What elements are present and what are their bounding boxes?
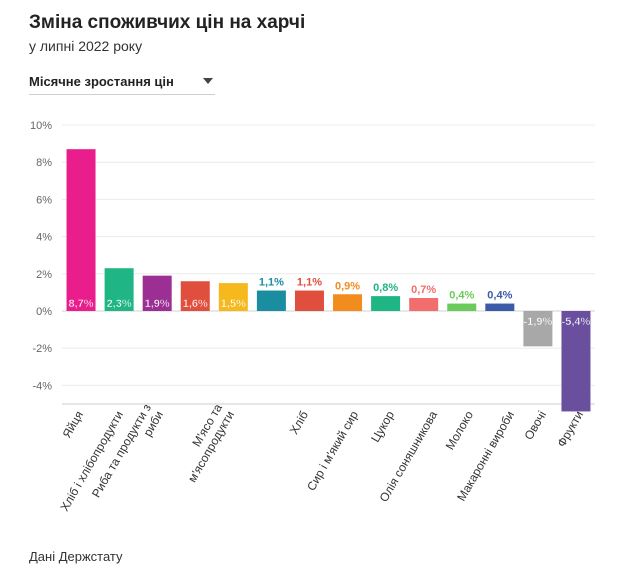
- x-tick-label: Овочі: [521, 409, 549, 443]
- bar: [485, 303, 515, 311]
- bar-value-label: 2,3%: [107, 298, 132, 310]
- bar: [180, 281, 210, 311]
- y-tick-label: 0%: [36, 306, 52, 318]
- bar: [371, 296, 401, 311]
- x-tick-label-line: Фрукти: [554, 409, 586, 450]
- bar-value-label: 1,9%: [145, 298, 170, 310]
- x-tick-label-line: Яйця: [60, 409, 86, 441]
- bar: [409, 297, 439, 311]
- x-tick-label-line: Цукор: [368, 408, 397, 444]
- bar-value-label: -1,9%: [524, 316, 553, 328]
- metric-dropdown[interactable]: Місячне зростання цін: [29, 70, 215, 95]
- bar-value-label: 1,6%: [183, 298, 208, 310]
- x-tick-label: Молоко: [443, 408, 476, 452]
- y-tick-label: 4%: [36, 232, 52, 244]
- bar: [447, 303, 477, 311]
- bar-value-label: 0,4%: [449, 290, 474, 302]
- chart-subtitle: у липні 2022 року: [29, 38, 143, 54]
- x-tick-label: Хліб: [287, 408, 311, 436]
- chevron-down-icon: [203, 78, 213, 84]
- y-tick-label: 2%: [36, 269, 52, 281]
- y-tick-label: -2%: [32, 343, 52, 355]
- x-tick-label: Яйця: [60, 409, 86, 441]
- x-tick-label: М'ясо там'ясопродукти: [185, 401, 237, 485]
- y-tick-label: 10%: [30, 120, 52, 132]
- bar: [561, 311, 591, 412]
- bar-value-label: 0,8%: [373, 282, 398, 294]
- y-tick-label: 6%: [36, 194, 52, 206]
- bar-value-label: -5,4%: [562, 316, 591, 328]
- x-tick-label: Сир і м'який сир: [304, 408, 361, 493]
- x-tick-label-line: Сир і м'який сир: [304, 408, 361, 493]
- bar: [294, 290, 324, 311]
- x-tick-label-line: Хліб: [287, 408, 311, 436]
- bar-value-label: 0,9%: [335, 280, 360, 292]
- bar-value-label: 1,5%: [221, 298, 246, 310]
- bar: [218, 283, 248, 311]
- bar: [66, 149, 96, 311]
- x-tick-label-line: Молоко: [443, 408, 476, 452]
- bar: [333, 294, 363, 311]
- chart-title: Зміна споживчих цін на харчі: [29, 12, 306, 33]
- y-tick-label: 8%: [36, 157, 52, 169]
- x-tick-label: Фрукти: [554, 409, 586, 450]
- bar: [523, 311, 553, 347]
- data-source: Дані Держстату: [29, 549, 123, 564]
- bar: [142, 275, 172, 311]
- y-tick-label: -4%: [32, 380, 52, 392]
- bar-chart: -4% -2% 0% 2% 4% 6% 8% 10% 8,7% 2,3% 1,9% 1,6% 1,5% 1…: [30, 120, 595, 514]
- bar-value-label: 8,7%: [68, 298, 93, 310]
- bar-value-label: 0,7%: [411, 284, 436, 296]
- bar: [104, 268, 134, 311]
- bar-value-label: 1,1%: [259, 277, 284, 289]
- x-tick-label-line: Овочі: [521, 409, 549, 443]
- bar-value-label: 1,1%: [297, 277, 322, 289]
- x-tick-label: Цукор: [368, 408, 397, 444]
- bar: [256, 290, 286, 311]
- metric-dropdown-label: Місячне зростання цін: [29, 74, 174, 89]
- bar-value-label: 0,4%: [487, 290, 512, 302]
